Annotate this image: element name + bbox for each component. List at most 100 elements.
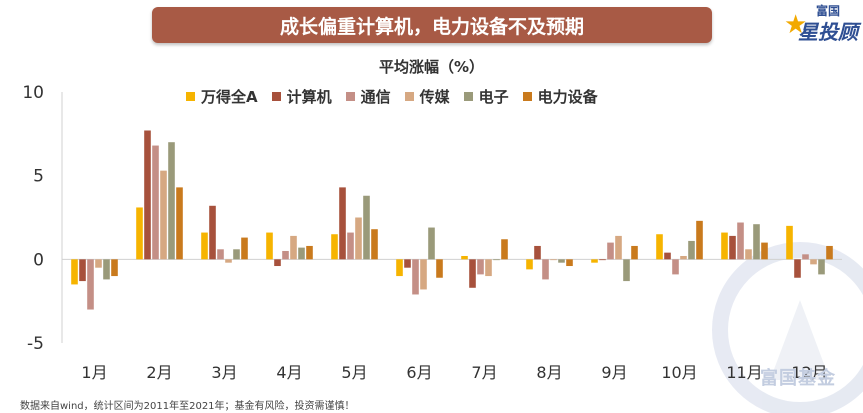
bar — [79, 259, 86, 282]
bar — [688, 240, 695, 260]
legend-label: 传媒 — [419, 88, 450, 106]
logo-main-text: 星投顾 — [798, 20, 858, 44]
y-tick-label: 5 — [33, 167, 44, 187]
bar — [282, 250, 289, 260]
x-tick-label: 5月 — [341, 363, 367, 382]
chart-title: 平均涨幅（%） — [378, 58, 485, 76]
watermark-text: 富国基金 — [760, 368, 836, 389]
bar — [144, 130, 151, 260]
bar — [355, 217, 362, 260]
bar — [420, 259, 427, 290]
footnote: 数据来自wind，统计区间为2011年至2021年；基金有风险，投资需谨慎！ — [20, 401, 355, 412]
bar — [501, 239, 508, 260]
legend-swatch — [271, 92, 281, 101]
bar — [794, 259, 801, 278]
bar — [331, 234, 338, 260]
legend-swatch — [463, 92, 473, 101]
x-tick-label: 4月 — [276, 363, 302, 382]
bar — [274, 259, 281, 267]
star-icon: ★ — [784, 10, 808, 40]
bar — [477, 259, 484, 275]
x-tick-label: 2月 — [146, 363, 172, 382]
bar — [615, 235, 622, 260]
bar — [745, 249, 752, 260]
x-tick-label: 7月 — [471, 363, 497, 382]
bar — [591, 259, 598, 263]
bar — [87, 259, 94, 310]
bar — [493, 259, 500, 261]
legend-item: 电力设备 — [522, 86, 598, 107]
legend-label: 电子 — [478, 88, 509, 106]
bar — [469, 259, 476, 288]
y-tick-label: 10 — [22, 83, 44, 103]
bar — [607, 242, 614, 260]
bar — [396, 259, 403, 277]
bar — [761, 242, 768, 260]
watermark-emblem — [712, 242, 863, 413]
x-tick-label: 6月 — [406, 363, 432, 382]
x-tick-label: 3月 — [211, 363, 237, 382]
bar — [810, 259, 817, 265]
bar — [623, 259, 630, 282]
x-tick-label: 11月 — [726, 363, 762, 382]
legend-swatch — [345, 92, 355, 101]
bar — [436, 259, 443, 278]
legend-swatch — [522, 92, 532, 101]
bar — [152, 145, 159, 260]
legend-item: 通信 — [345, 86, 391, 107]
y-tick-label: 0 — [33, 250, 44, 270]
bar — [818, 259, 825, 275]
bar — [737, 222, 744, 260]
bar — [753, 224, 760, 260]
x-tick-label: 10月 — [661, 363, 697, 382]
banner-title: 成长偏重计算机，电力设备不及预期 — [152, 7, 712, 43]
logo-top-text: 富国 — [815, 4, 840, 18]
bar — [566, 259, 573, 267]
legend-item: 电子 — [463, 86, 509, 107]
bar — [802, 254, 809, 260]
legend-swatch — [404, 92, 414, 101]
bar — [201, 232, 208, 260]
bar — [461, 255, 468, 260]
bar — [168, 142, 175, 260]
bar — [233, 249, 240, 260]
bar — [526, 259, 533, 270]
bar — [347, 232, 354, 260]
x-tick-label: 9月 — [601, 363, 627, 382]
legend-label: 万得全A — [201, 88, 258, 106]
legend-swatch — [186, 92, 195, 101]
bar — [176, 187, 183, 260]
bar — [266, 232, 273, 260]
bar — [160, 170, 167, 260]
bar — [363, 195, 370, 260]
bar — [241, 237, 248, 260]
bar — [696, 220, 703, 260]
bar — [542, 259, 549, 280]
bar — [599, 259, 606, 261]
bar — [225, 259, 232, 263]
bar — [339, 187, 346, 260]
bar — [485, 259, 492, 277]
legend-item: 万得全A — [186, 86, 258, 107]
legend-item: 传媒 — [404, 86, 450, 107]
bar — [412, 259, 419, 295]
x-tick-label: 8月 — [536, 363, 562, 382]
bar — [209, 205, 216, 260]
bar — [111, 259, 118, 277]
bar — [306, 245, 313, 260]
bar — [371, 229, 378, 260]
legend-label: 计算机 — [286, 88, 332, 106]
bar — [721, 232, 728, 260]
bar — [631, 245, 638, 260]
bar — [404, 259, 411, 268]
bar — [664, 252, 671, 260]
bar — [428, 227, 435, 260]
y-tick-label: -5 — [27, 334, 44, 354]
brand-logo: ★ 富国 星投顾 — [784, 2, 858, 44]
chart-legend: 万得全A 计算机 通信 传媒 电子 电力设备 — [186, 86, 598, 107]
bar — [672, 259, 679, 275]
bar — [534, 245, 541, 260]
legend-label: 电力设备 — [537, 88, 598, 106]
bar — [550, 259, 557, 261]
